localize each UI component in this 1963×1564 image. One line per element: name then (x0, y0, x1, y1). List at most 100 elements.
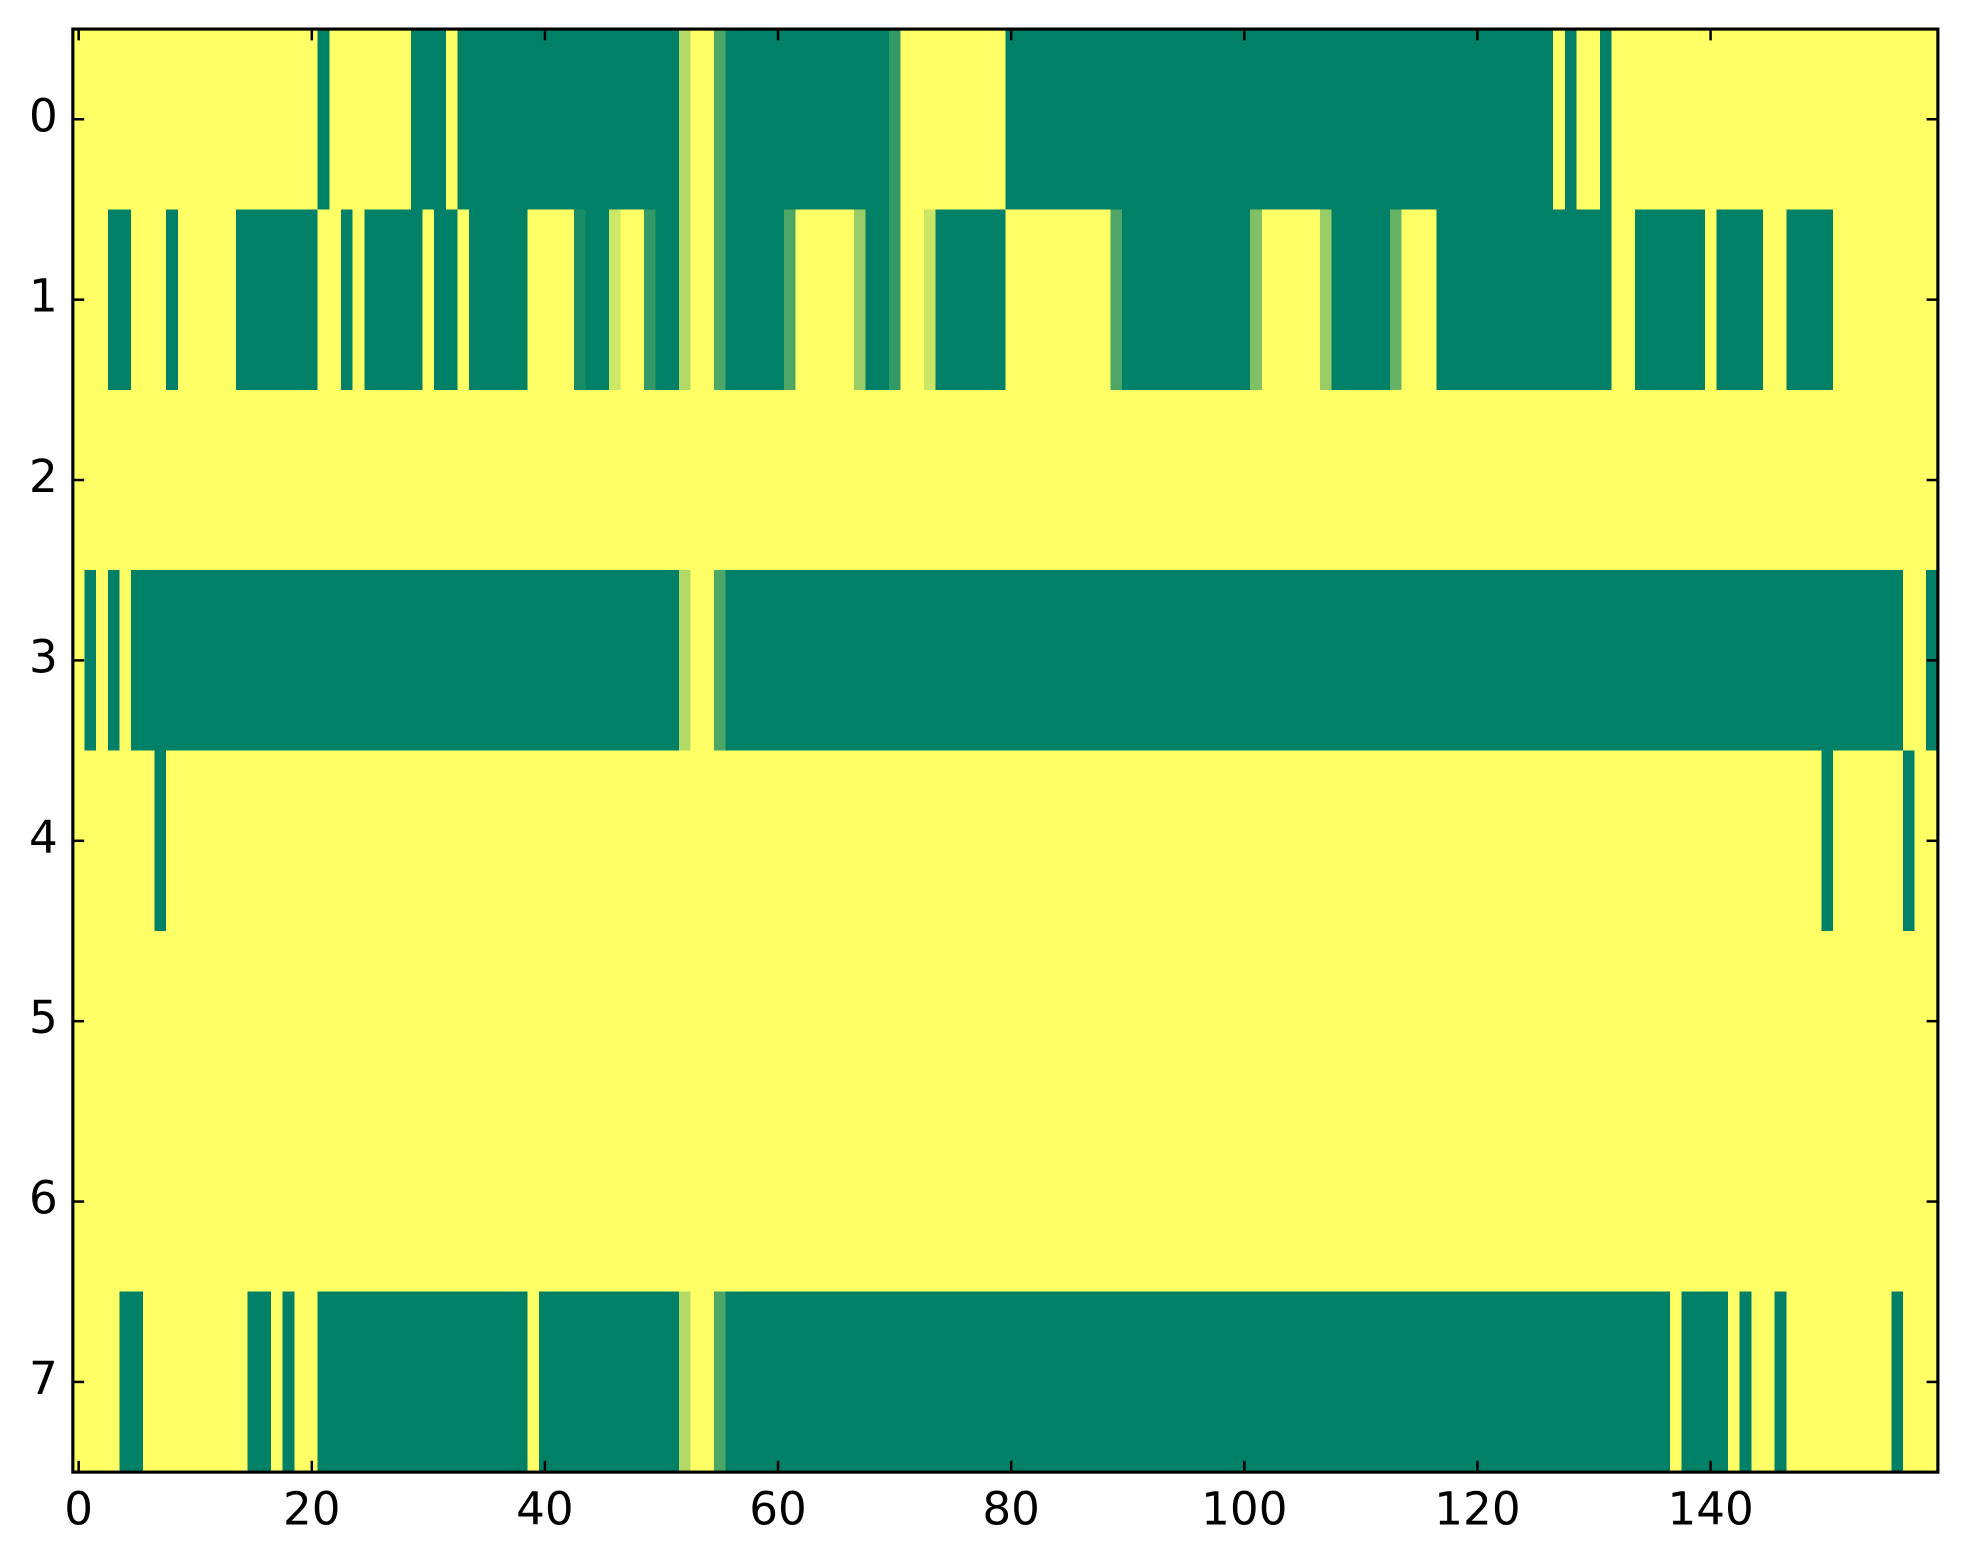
heatmap-cell (1086, 930, 1100, 1113)
heatmap-cell (1448, 209, 1461, 391)
heatmap-cell (247, 389, 261, 571)
heatmap-cell (1110, 29, 1123, 211)
heatmap-cell (1145, 930, 1158, 1113)
heatmap-cell (1343, 930, 1356, 1113)
heatmap-cell (177, 750, 191, 932)
heatmap-cell (1669, 1111, 1683, 1293)
heatmap-cell (1914, 570, 1927, 752)
heatmap-cell (1320, 1291, 1333, 1473)
heatmap-cell (1541, 209, 1554, 391)
heatmap-cell (271, 1111, 284, 1293)
heatmap-cell (515, 750, 529, 932)
heatmap-cell (189, 930, 202, 1113)
heatmap-cell (550, 570, 564, 752)
heatmap-cell (1366, 389, 1380, 571)
heatmap-cell (1821, 389, 1834, 571)
heatmap-cell (364, 1111, 377, 1293)
heatmap-cell (1506, 1291, 1520, 1473)
heatmap-cell (1215, 1111, 1228, 1293)
heatmap-cell (247, 209, 261, 391)
heatmap-cell (923, 1111, 937, 1293)
heatmap-cell (1448, 750, 1461, 932)
heatmap-cell (305, 750, 319, 932)
heatmap-cell (865, 1291, 878, 1473)
heatmap-cell (515, 209, 529, 391)
heatmap-cell (982, 209, 995, 391)
heatmap-cell (947, 570, 960, 752)
heatmap-cell (1285, 209, 1298, 391)
heatmap-cell (96, 29, 109, 211)
heatmap-cell (271, 209, 284, 391)
heatmap-cell (1145, 389, 1158, 571)
heatmap-cell (853, 750, 867, 932)
heatmap-cell (131, 750, 144, 932)
heatmap-cell (1529, 209, 1543, 391)
heatmap-cell (772, 389, 785, 571)
heatmap-cell (492, 930, 505, 1113)
heatmap-cell (166, 750, 179, 932)
heatmap-cell (434, 930, 447, 1113)
heatmap-cell (399, 389, 412, 571)
heatmap-cell (655, 1291, 669, 1473)
heatmap-cell (807, 930, 820, 1113)
heatmap-cell (865, 209, 878, 391)
heatmap-cell (702, 209, 715, 391)
heatmap-cell (900, 1291, 913, 1473)
heatmap-cell (1483, 750, 1496, 932)
heatmap-cell (236, 209, 249, 391)
heatmap-cell (1121, 29, 1135, 211)
heatmap-cell (410, 209, 424, 391)
heatmap-cell (1203, 389, 1216, 571)
heatmap-cell (224, 1111, 237, 1293)
heatmap-cell (1331, 570, 1345, 752)
heatmap-cell (1226, 389, 1240, 571)
heatmap-cell (1576, 1291, 1589, 1473)
heatmap-cell (340, 29, 354, 211)
heatmap-cell (1669, 29, 1683, 211)
heatmap-cell (1529, 750, 1543, 932)
heatmap-cell (795, 389, 808, 571)
heatmap-cell (492, 1291, 505, 1473)
heatmap-cell (1483, 1291, 1496, 1473)
heatmap-cell (142, 1291, 156, 1473)
heatmap-cell (1296, 389, 1310, 571)
heatmap-cell (375, 750, 389, 932)
heatmap-cell (480, 930, 494, 1113)
heatmap-cell (1681, 1291, 1694, 1473)
heatmap-cell (1471, 209, 1485, 391)
heatmap-cell (1226, 29, 1240, 211)
heatmap-cell (690, 389, 704, 571)
heatmap-cell (1343, 1111, 1356, 1293)
heatmap-cell (970, 209, 983, 391)
heatmap-cell (1564, 1291, 1578, 1473)
heatmap-cell (1669, 570, 1683, 752)
heatmap-cell (1553, 930, 1566, 1113)
heatmap-cell (469, 389, 482, 571)
heatmap-cell (352, 389, 366, 571)
heatmap-cell (364, 209, 377, 391)
heatmap-cell (1914, 1111, 1927, 1293)
heatmap-cell (1459, 750, 1473, 932)
heatmap-cell (935, 1111, 948, 1293)
heatmap-cell (1413, 389, 1426, 571)
heatmap-cell (480, 389, 494, 571)
heatmap-cell (982, 389, 995, 571)
heatmap-cell (620, 1111, 634, 1293)
heatmap-cell (271, 389, 284, 571)
heatmap-cell (888, 1111, 902, 1293)
heatmap-cell (970, 29, 983, 211)
heatmap-cell (340, 209, 354, 391)
heatmap-cell (469, 750, 482, 932)
heatmap-cell (1226, 1291, 1240, 1473)
heatmap-cell (1133, 570, 1146, 752)
heatmap-cell (457, 750, 470, 932)
heatmap-cell (166, 570, 179, 752)
heatmap-cell (329, 29, 342, 211)
heatmap-cell (795, 209, 808, 391)
heatmap-cell (609, 1291, 622, 1473)
heatmap-cell (539, 930, 552, 1113)
heatmap-cell (492, 570, 505, 752)
heatmap-cell (422, 1111, 435, 1293)
heatmap-cell (1623, 29, 1636, 211)
heatmap-cell (713, 1291, 727, 1473)
